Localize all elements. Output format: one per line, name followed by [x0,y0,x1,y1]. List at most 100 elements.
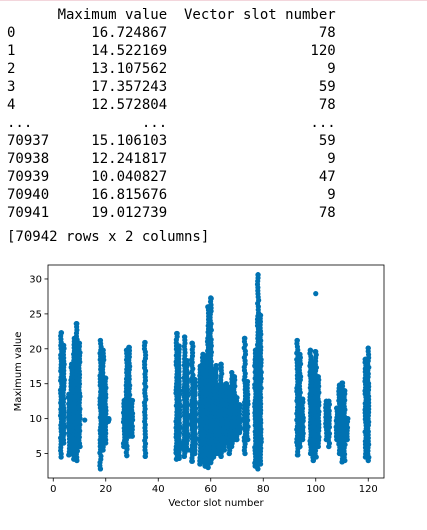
data-point [315,443,321,450]
data-point [192,376,198,383]
x-tick-label: 0 [50,484,56,495]
data-point [181,334,188,340]
data-point [342,457,348,464]
data-point [365,345,371,351]
dataframe-output: Maximum value Vector slot number 0 16.72… [7,6,336,222]
data-point [326,443,332,450]
y-tick-label: 30 [29,274,42,285]
data-point [126,344,132,351]
y-tick-label: 25 [29,309,42,320]
data-point [344,416,350,422]
data-point [208,460,214,466]
x-tick-label: 60 [204,484,217,495]
dataframe-summary: [70942 rows x 2 columns] [7,229,210,245]
data-point [176,343,182,349]
y-tick-label: 5 [36,449,42,460]
data-point [255,466,261,472]
data-point [97,466,104,472]
data-point [229,369,235,376]
data-point [294,452,300,458]
x-tick-label: 20 [99,484,112,495]
data-point [129,397,135,404]
data-point [244,436,251,443]
x-axis-label: Vector slot number [168,498,264,509]
data-point [294,337,300,344]
data-point [307,347,314,353]
y-axis-label: Maximum value [13,332,24,412]
data-point [74,457,80,464]
data-point [205,464,211,471]
data-point [184,358,190,364]
data-point [103,375,109,381]
data-point [100,347,106,353]
data-point [61,440,67,446]
data-point [124,453,130,459]
x-tick-label: 100 [306,484,325,495]
data-point [297,443,303,450]
data-point [97,337,104,344]
outlier-point [313,291,319,297]
data-point [58,454,64,460]
data-point [234,395,240,401]
data-point [218,361,224,367]
data-point [74,321,80,327]
data-point [244,379,251,385]
data-point [189,458,195,464]
data-point [61,342,67,348]
data-point [105,416,111,422]
data-point [313,349,319,355]
data-point [129,433,135,439]
y-tick-label: 20 [29,344,42,355]
data-point [234,436,240,443]
data-point [237,430,243,436]
data-point [100,447,106,453]
x-tick-label: 40 [152,484,165,495]
data-point [189,340,195,346]
y-tick-label: 10 [29,414,42,425]
data-point [184,447,190,453]
data-point [237,402,243,408]
y-axis-ticks: 5 10 15 20 25 30 [29,274,48,460]
data-point [192,450,198,457]
data-point [76,443,83,450]
x-tick-label: 120 [359,484,378,495]
data-point [258,312,264,318]
data-point [229,443,235,450]
scatter-points [57,272,372,472]
data-point [231,374,237,380]
data-point [342,388,348,394]
data-point [258,461,264,467]
data-point [300,396,306,402]
data-point [142,339,148,346]
data-point [58,330,64,336]
table-body: 0 16.724867 78 1 14.522169 120 2 13.1075… [7,25,336,221]
data-point [242,335,248,341]
data-point [297,351,303,357]
outlier-point [255,272,261,278]
data-point [174,330,180,337]
data-point [242,450,248,457]
x-tick-label: 80 [257,484,270,495]
data-point [176,455,182,462]
outlier-point [208,295,214,301]
x-axis-ticks: 0 20 40 60 80 100 120 [50,478,378,495]
data-point [221,447,227,453]
data-point [313,454,319,460]
data-point [76,340,83,346]
outlier-point [82,417,88,423]
scatter-chart: 0 20 40 60 80 100 120 5 10 15 20 25 30 Vector slot … [13,264,385,509]
data-point [103,440,109,446]
data-point [300,436,306,443]
y-tick-label: 15 [29,379,42,390]
data-point [226,450,232,457]
data-point [315,374,321,380]
data-point [142,453,148,459]
data-point [344,436,350,443]
top-border [0,0,427,1]
data-point [365,457,371,464]
data-point [326,398,332,404]
data-point [181,453,188,459]
outlier-point [239,417,245,423]
data-point [213,362,219,369]
table-header: Maximum value Vector slot number [7,7,336,23]
